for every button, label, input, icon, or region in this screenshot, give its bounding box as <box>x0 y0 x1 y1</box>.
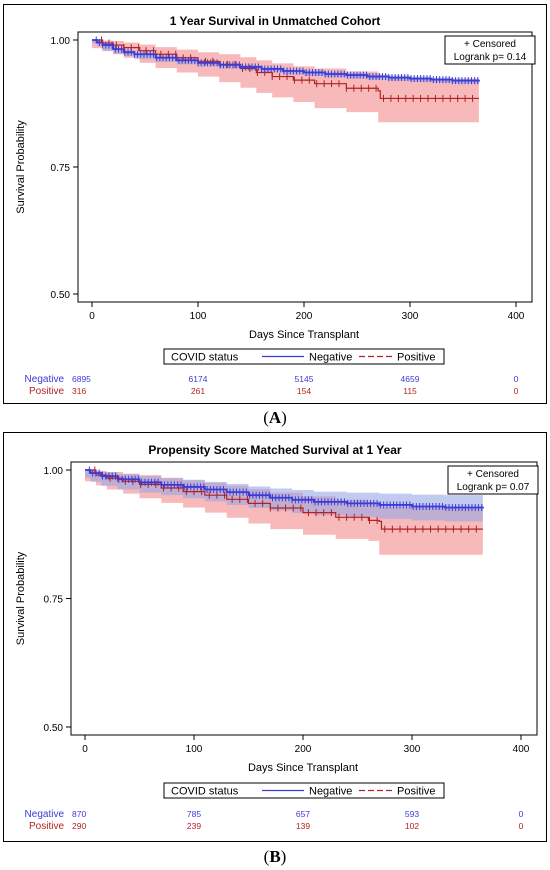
b-x-axis-label: Days Since Transplant <box>248 762 358 774</box>
b-x-tick-label: 300 <box>404 744 421 755</box>
b-legend-label-positive: Positive <box>397 786 436 798</box>
a-y-tick-label: 1.00 <box>51 36 71 47</box>
a-legend-label-positive: Positive <box>397 352 436 364</box>
a-x-tick-label: 400 <box>508 311 525 322</box>
chart-panel-b: Propensity Score Matched Survival at 1 Y… <box>3 432 547 842</box>
a-x-tick-label: 100 <box>190 311 207 322</box>
b-y-axis-label: Survival Probability <box>15 551 27 645</box>
a-x-tick-label: 0 <box>89 311 95 322</box>
a-risk-label-positive: Positive <box>29 386 64 397</box>
panel-label-b: (B) <box>263 847 287 866</box>
a-legend-title: COVID status <box>171 352 239 364</box>
panel-label-a: (A) <box>263 408 287 427</box>
b-y-tick-label: 1.00 <box>44 466 64 477</box>
a-risk-count-negative: 6174 <box>189 374 208 384</box>
a-risk-count-positive: 0 <box>514 386 519 396</box>
b-risk-label-positive: Positive <box>29 821 64 832</box>
a-risk-count-positive: 261 <box>191 386 205 396</box>
a-risk-count-positive: 115 <box>403 386 417 396</box>
b-risk-label-negative: Negative <box>25 809 65 820</box>
b-risk-count-negative: 593 <box>405 809 419 819</box>
a-risk-count-positive: 154 <box>297 386 311 396</box>
b-risk-count-positive: 139 <box>296 821 310 831</box>
b-risk-count-positive: 290 <box>72 821 86 831</box>
a-inset-pvalue: Logrank p= 0.14 <box>454 52 527 63</box>
b-legend-label-negative: Negative <box>309 786 352 798</box>
a-legend-label-negative: Negative <box>309 352 352 364</box>
a-inset-box <box>444 35 536 65</box>
survival-chart-a: 1 Year Survival in Unmatched Cohort 0.50 0… <box>15 14 536 397</box>
a-inset-censored: + Censored <box>464 39 516 50</box>
survival-chart-b: Propensity Score Matched Survival at 1 Y… <box>15 443 539 832</box>
a-risk-count-negative: 0 <box>514 374 519 384</box>
b-risk-count-positive: 0 <box>519 821 524 831</box>
a-y-tick-label: 0.50 <box>51 290 71 301</box>
a-x-axis-label: Days Since Transplant <box>249 329 359 341</box>
b-legend-title: COVID status <box>171 786 239 798</box>
b-risk-count-positive: 239 <box>187 821 201 831</box>
a-risk-count-negative: 4659 <box>401 374 420 384</box>
b-x-tick-label: 100 <box>186 744 203 755</box>
b-risk-count-negative: 657 <box>296 809 310 819</box>
a-risk-label-negative: Negative <box>25 374 65 385</box>
b-risk-count-negative: 785 <box>187 809 201 819</box>
b-risk-count-negative: 0 <box>519 809 524 819</box>
a-chart-title: 1 Year Survival in Unmatched Cohort <box>170 14 381 28</box>
b-inset-box <box>447 465 539 495</box>
a-x-tick-label: 300 <box>402 311 419 322</box>
b-x-tick-label: 0 <box>82 744 88 755</box>
b-x-tick-label: 400 <box>513 744 530 755</box>
a-y-tick-label: 0.75 <box>51 163 71 174</box>
b-inset-pvalue: Logrank p= 0.07 <box>457 482 530 493</box>
b-risk-count-negative: 870 <box>72 809 86 819</box>
b-chart-title: Propensity Score Matched Survival at 1 Y… <box>148 443 402 457</box>
b-risk-count-positive: 102 <box>405 821 419 831</box>
a-y-axis-label: Survival Probability <box>15 120 27 214</box>
b-y-tick-label: 0.75 <box>44 595 64 606</box>
a-risk-count-negative: 5145 <box>295 374 314 384</box>
a-risk-count-negative: 6895 <box>72 374 91 384</box>
panel-letter-a: A <box>268 408 282 427</box>
b-inset-censored: + Censored <box>467 469 519 480</box>
a-x-tick-label: 200 <box>296 311 313 322</box>
a-risk-count-positive: 316 <box>72 386 86 396</box>
panel-letter-b: B <box>269 847 281 866</box>
b-x-tick-label: 200 <box>295 744 312 755</box>
b-ci-band-negative <box>85 470 483 522</box>
b-y-tick-label: 0.50 <box>44 723 64 734</box>
chart-panel-a: 1 Year Survival in Unmatched Cohort 0.50 0… <box>3 4 547 404</box>
